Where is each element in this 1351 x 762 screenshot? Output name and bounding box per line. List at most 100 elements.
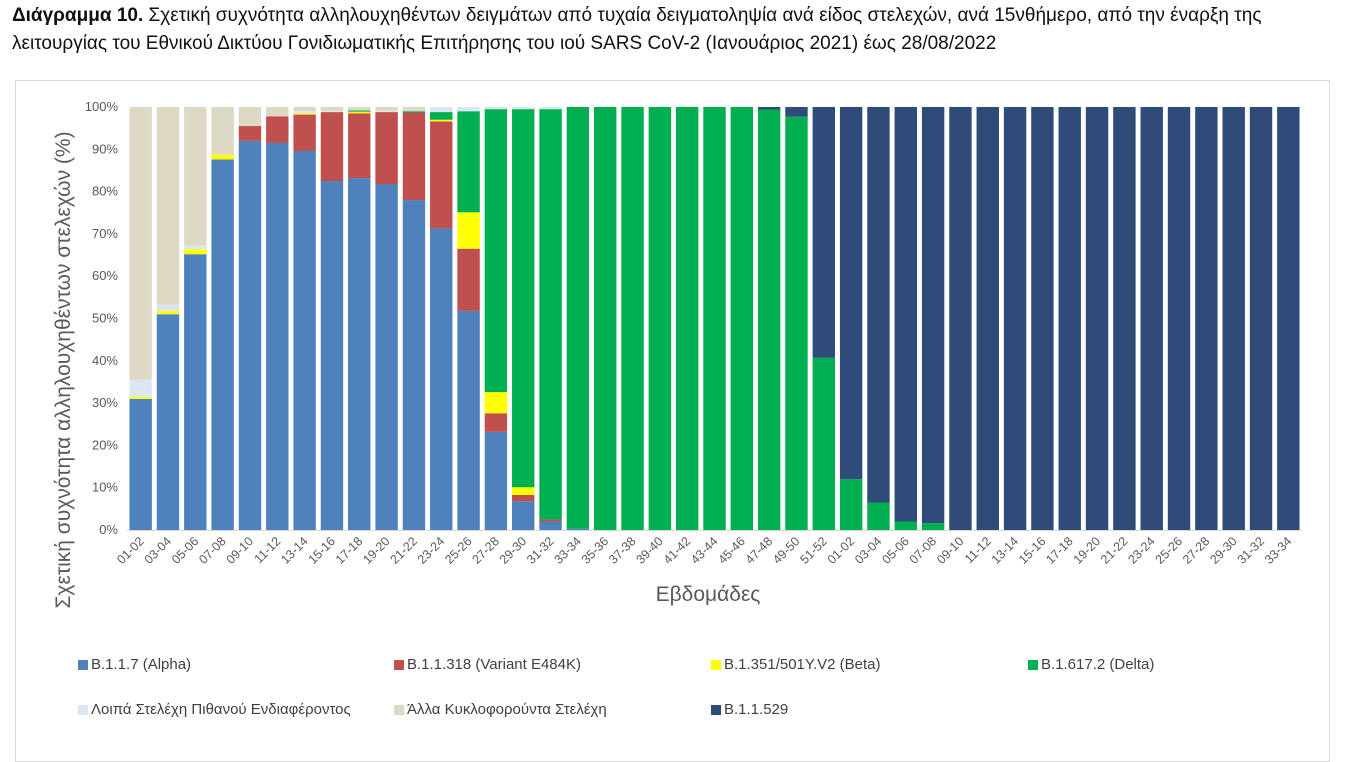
x-tick-label: 07-08 <box>907 534 940 567</box>
legend-swatch <box>1028 659 1038 670</box>
x-tick-label: 45-46 <box>715 534 748 567</box>
bar-segment <box>129 379 152 397</box>
bar-segment <box>348 178 371 530</box>
y-tick-label: 80% <box>92 184 118 199</box>
legend-label: B.1.1.7 (Alpha) <box>91 656 192 673</box>
x-tick-label: 27-28 <box>470 534 503 567</box>
x-tick-label: 05-06 <box>169 534 202 567</box>
bar-stack-41 <box>1222 107 1245 530</box>
bar-segment <box>1058 107 1081 530</box>
legend-item: B.1.1.7 (Alpha) <box>78 656 191 673</box>
x-tick-label: 05-06 <box>879 534 912 567</box>
bar-segment <box>320 107 344 111</box>
bar-segment <box>1222 107 1245 530</box>
bar-stack-14 <box>484 107 508 530</box>
bar-segment <box>703 107 726 530</box>
legend-item: B.1.617.2 (Delta) <box>1028 656 1154 673</box>
legend-label: B.1.617.2 (Delta) <box>1041 656 1155 673</box>
bar-segment <box>156 304 180 311</box>
bar-segment <box>129 107 152 380</box>
legend-label: B.1.1.318 (Variant E484K) <box>407 656 581 673</box>
y-tick-label: 90% <box>92 141 118 156</box>
bar-segment <box>211 154 234 160</box>
bar-segment <box>566 107 590 529</box>
bar-segment <box>320 112 344 182</box>
bar-stack-13 <box>457 107 480 530</box>
bar-segment <box>238 107 262 127</box>
bar-stack-16 <box>539 107 562 530</box>
bar-segment <box>293 113 316 115</box>
x-tick-label: 09-10 <box>224 534 257 567</box>
bar-stack-32 <box>976 107 999 530</box>
legend-item: Λοιπά Στελέχη Πιθανού Ενδιαφέροντος <box>78 701 351 718</box>
bar-segment <box>293 114 316 151</box>
x-tick-label: 41-42 <box>661 534 694 567</box>
x-tick-label: 25-26 <box>442 534 475 567</box>
bar-segment <box>539 109 562 520</box>
bar-segment <box>402 112 426 201</box>
bar-segment <box>129 396 152 399</box>
x-tick-label: 35-36 <box>579 534 612 567</box>
bar-stack-30 <box>921 107 945 530</box>
legend-item: B.1.1.318 (Variant E484K) <box>394 656 581 673</box>
bar-stack-11 <box>402 107 426 530</box>
bar-segment <box>785 107 808 117</box>
bar-stack-38 <box>1140 107 1163 530</box>
bar-segment <box>266 142 289 530</box>
x-tick-label: 17-18 <box>1043 534 1076 567</box>
x-tick-label: 31-32 <box>1235 534 1268 567</box>
bar-stack-43 <box>1277 107 1300 530</box>
bar-segment <box>976 107 999 530</box>
x-tick-label: 33-34 <box>1262 534 1295 567</box>
x-axis-title: Εβδομάδες <box>656 583 761 606</box>
legend-label: Λοιπά Στελέχη Πιθανού Ενδιαφέροντος <box>91 701 351 718</box>
bar-segment <box>266 116 289 143</box>
bar-segment <box>648 107 672 530</box>
bar-segment <box>812 107 836 358</box>
bar-segment <box>1003 107 1027 530</box>
bar-segment <box>293 150 316 531</box>
x-tick-label: 25-26 <box>1153 534 1186 567</box>
bar-stack-28 <box>867 107 890 530</box>
bar-segment <box>484 413 508 432</box>
bar-segment <box>430 228 453 530</box>
bar-stack-2 <box>156 107 180 530</box>
x-tick-label: 27-28 <box>1180 534 1213 567</box>
bar-stack-7 <box>293 107 316 531</box>
bar-stack-31 <box>949 107 972 530</box>
bar-segment <box>894 521 917 530</box>
y-tick-label: 20% <box>92 437 118 452</box>
legend-item: B.1.1.529 <box>711 701 788 718</box>
bar-stack-42 <box>1249 107 1273 530</box>
y-axis-title: Σχετική συχνότητα αλληλουχηθέντων στελεχ… <box>52 131 75 608</box>
bar-stack-36 <box>1085 107 1109 530</box>
bar-segment <box>348 111 371 114</box>
bar-segment <box>457 310 480 530</box>
x-tick-label: 13-14 <box>989 534 1022 567</box>
bar-stack-22 <box>703 107 726 530</box>
x-tick-label: 47-48 <box>743 534 776 567</box>
bar-stack-23 <box>730 107 754 530</box>
legend-label: B.1.351/501Y.V2 (Beta) <box>724 656 881 673</box>
x-tick-label: 07-08 <box>196 534 229 567</box>
bar-stack-33 <box>1003 107 1027 530</box>
bar-stack-15 <box>512 107 535 530</box>
x-tick-label: 01-02 <box>114 534 147 567</box>
x-tick-label: 03-04 <box>852 534 885 567</box>
bar-segment <box>430 107 453 113</box>
bar-segment <box>1249 107 1273 530</box>
y-tick-label: 0% <box>99 522 118 537</box>
bar-segment <box>402 111 426 113</box>
bar-segment <box>348 107 371 111</box>
x-tick-label: 03-04 <box>142 534 175 567</box>
bar-segment <box>457 111 480 213</box>
bar-stack-19 <box>621 107 644 530</box>
legend-swatch <box>78 659 88 670</box>
bar-segment <box>894 107 917 522</box>
bar-segment <box>375 112 398 184</box>
bar-segment <box>867 502 890 530</box>
bar-segment <box>430 112 453 120</box>
bar-segment <box>129 398 152 530</box>
figure-caption: Διάγραμμα 10. Σχετική συχνότητα αλληλουχ… <box>12 2 1342 58</box>
